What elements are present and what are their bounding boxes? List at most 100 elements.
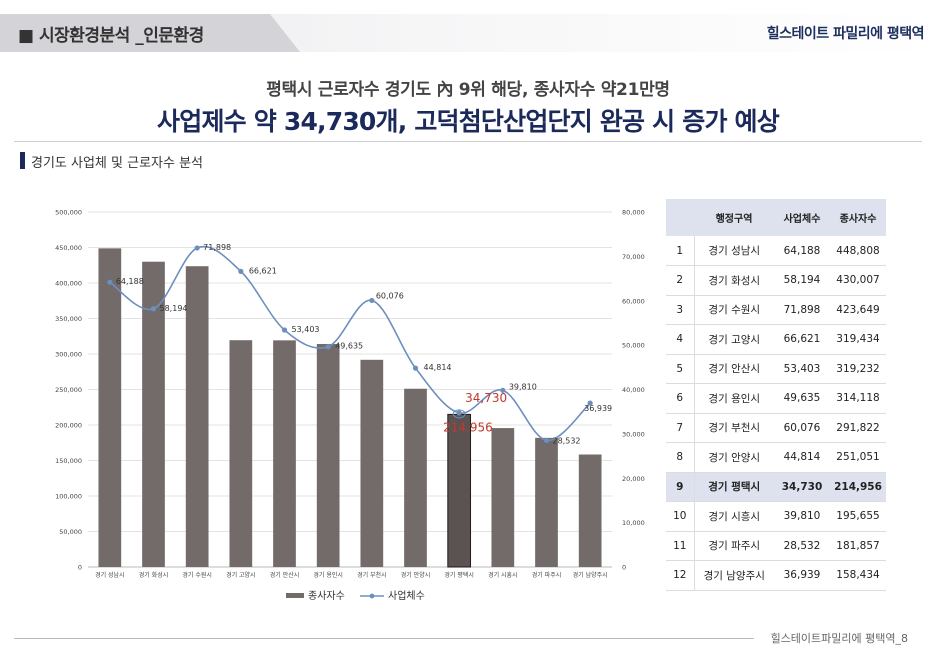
y-right-tick-label: 20,000: [622, 475, 645, 483]
line-point-label: 53,403: [292, 325, 320, 334]
x-tick-label: 경기 화성시: [139, 571, 169, 579]
line-marker: [238, 268, 244, 274]
y-right-tick-label: 40,000: [622, 386, 645, 394]
table-cell-biz: 58,194: [774, 265, 830, 296]
table-cell-biz: 60,076: [774, 413, 830, 443]
bar-employees: [360, 359, 384, 567]
line-point-label: 64,188: [116, 277, 144, 286]
y-left-tick-label: 250,000: [55, 386, 82, 394]
legend-swatch-employees: [286, 593, 304, 598]
line-business-count: [109, 245, 591, 442]
table-cell-emp: 423,649: [830, 295, 886, 325]
highlight-ring: [452, 409, 466, 419]
table-cell-rank: 4: [666, 324, 695, 355]
table-cell-emp: 291,822: [830, 413, 886, 443]
table-body: 1 경기 성남시 64,188 448,808 2 경기 화성시 58,194 430,007…: [666, 236, 886, 591]
y-right-tick-label: 80,000: [622, 209, 645, 217]
line-point-label: 66,621: [249, 266, 277, 275]
x-tick-label: 경기 파주시: [532, 571, 562, 579]
table-cell-rank: 6: [666, 383, 695, 414]
table-cell-biz: 53,403: [774, 354, 830, 384]
table-cell-region: 경기 고양시: [694, 324, 774, 355]
table-cell-rank: 12: [666, 560, 695, 591]
table-cell-biz: 39,810: [774, 501, 830, 532]
y-left-tick-label: 450,000: [55, 244, 82, 252]
bar-employees: [491, 428, 515, 567]
table-cell-region: 경기 안산시: [694, 354, 774, 384]
table-header-region: 행정구역: [694, 199, 774, 236]
bar-employees: [404, 388, 427, 567]
line-marker: [150, 306, 157, 312]
bar-employees: [142, 261, 165, 567]
table-row: 1 경기 성남시 64,188 448,808: [666, 236, 886, 266]
legend-marker-business: [369, 593, 375, 599]
bar-employees: [578, 454, 602, 567]
table-cell-rank: 3: [666, 295, 695, 325]
table-cell-biz: 34,730: [774, 472, 830, 502]
line-marker: [587, 400, 593, 406]
table-cell-rank: 2: [666, 265, 695, 296]
table-cell-emp: 214,956: [830, 472, 886, 502]
table-row: 5 경기 안산시 53,403 319,232: [666, 354, 886, 384]
table-header-row: 행정구역 사업체수 종사자수: [666, 199, 886, 236]
table-header-rank: [666, 199, 694, 236]
bar-employees: [447, 413, 472, 568]
line-point-label: 60,076: [376, 291, 404, 300]
legend-label-employees: 종사자수: [308, 590, 345, 602]
y-left-tick-label: 0: [78, 564, 82, 572]
footer-divider: [14, 638, 754, 639]
table-cell-region: 경기 안양시: [694, 442, 774, 473]
line-marker: [543, 437, 550, 443]
y-left-tick-label: 350,000: [55, 315, 82, 323]
y-right-tick-label: 70,000: [622, 253, 645, 261]
line-marker: [325, 344, 331, 350]
highlight-employee-label: 214,956: [443, 420, 493, 434]
line-marker: [412, 365, 419, 371]
bar-employees: [273, 340, 296, 567]
table-cell-region: 경기 화성시: [694, 265, 774, 296]
bar-employees: [229, 340, 253, 567]
header-section-tab: [0, 14, 300, 52]
table-cell-biz: 71,898: [774, 295, 830, 325]
table-row: 3 경기 수원시 71,898 423,649: [666, 295, 886, 325]
x-tick-label: 경기 용인시: [313, 571, 343, 579]
y-right-tick-label: 30,000: [622, 430, 645, 438]
table-cell-region: 경기 평택시: [694, 472, 774, 502]
line-point-label: 39,810: [509, 382, 537, 391]
table-cell-biz: 44,814: [774, 442, 830, 473]
table-cell-biz: 66,621: [774, 324, 830, 355]
table-row: 6 경기 용인시 49,635 314,118: [666, 383, 886, 414]
bar-employees: [185, 266, 209, 567]
table-cell-emp: 448,808: [830, 236, 886, 266]
line-point-label: 28,532: [553, 436, 581, 445]
line-point-label: 71,898: [203, 243, 231, 252]
table-cell-emp: 251,051: [830, 442, 886, 473]
table-cell-biz: 36,939: [774, 560, 830, 591]
table-cell-region: 경기 성남시: [694, 236, 774, 266]
y-right-tick-label: 60,000: [622, 297, 645, 305]
table-cell-emp: 181,857: [830, 531, 886, 561]
x-tick-label: 경기 고양시: [226, 571, 256, 579]
table-cell-region: 경기 용인시: [694, 383, 774, 414]
y-left-tick-label: 100,000: [55, 493, 82, 501]
highlight-business-label: 34,730: [465, 391, 507, 405]
table-row: 10 경기 시흥시 39,810 195,655: [666, 501, 886, 532]
table-cell-rank: 9: [666, 472, 695, 502]
table-header-biz: 사업체수: [774, 199, 830, 236]
line-marker: [500, 387, 506, 393]
y-left-tick-label: 500,000: [55, 209, 82, 217]
table-cell-biz: 49,635: [774, 383, 830, 414]
table-cell-region: 경기 부천시: [694, 413, 774, 443]
line-marker: [456, 410, 462, 416]
line-point-label: 44,814: [424, 363, 452, 372]
table-cell-emp: 430,007: [830, 265, 886, 296]
table-cell-region: 경기 수원시: [694, 295, 774, 325]
footer-page-label: 힐스테이트파밀리에 평택역_8: [770, 632, 908, 645]
table-row: 4 경기 고양시 66,621 319,434: [666, 324, 886, 355]
y-right-tick-label: 50,000: [622, 342, 645, 350]
combo-chart: 0 50,000 100,000 150,000 200,000 250,000 300,0…: [55, 209, 645, 603]
y-left-tick-label: 50,000: [59, 528, 82, 536]
table-cell-rank: 10: [666, 501, 695, 532]
legend-label-business: 사업체수: [388, 589, 425, 602]
table-cell-region: 경기 시흥시: [694, 501, 774, 532]
